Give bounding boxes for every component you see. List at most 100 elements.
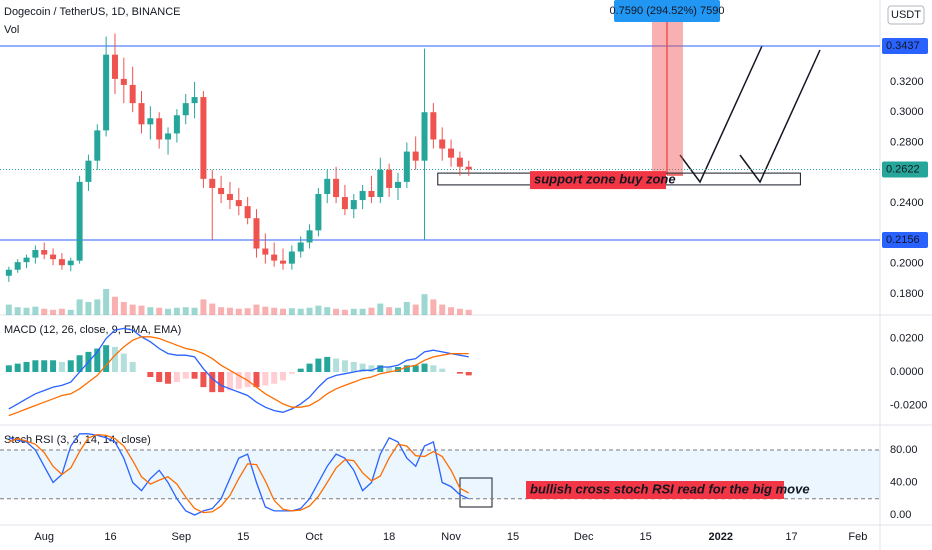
annotation-badge (526, 481, 784, 499)
x-tick-label: 15 (237, 531, 249, 543)
volume-bar (253, 304, 260, 315)
chart-title: Dogecoin / TetherUS, 1D, BINANCE (4, 6, 180, 18)
candle-body (394, 181, 401, 188)
volume-bar (165, 308, 172, 315)
candle-body (200, 97, 207, 179)
candle-body (94, 130, 101, 161)
y-tick-label: 0.0000 (890, 366, 924, 378)
candle-body (315, 193, 322, 231)
last-price-label: 0.2622 (886, 163, 920, 175)
volume-bar (244, 308, 251, 315)
volume-bar (394, 307, 401, 315)
macd-histogram-bar (244, 372, 251, 388)
target-label: 0.7590 (294.52%) 7590 (610, 5, 725, 17)
candle-body (165, 133, 172, 140)
candle-body (182, 103, 189, 116)
candle-body (456, 157, 463, 167)
candle-body (244, 206, 251, 219)
candle-body (138, 103, 145, 125)
candle-body (324, 178, 331, 194)
candle-body (297, 242, 304, 252)
target-badge (614, 0, 720, 22)
candle-body (85, 160, 92, 182)
y-tick-label: 0.2000 (890, 258, 924, 270)
projection-path (739, 49, 821, 184)
volume-bar (368, 307, 375, 315)
volume-bar (209, 303, 216, 315)
y-tick-label: -0.0200 (890, 399, 927, 411)
volume-bar (297, 308, 304, 315)
macd-histogram-bar (191, 372, 198, 379)
macd-histogram-bar (262, 372, 269, 386)
macd-histogram-bar (288, 372, 295, 374)
volume-bar (156, 307, 163, 315)
volume-bar (403, 302, 410, 315)
macd-histogram-bar (386, 366, 393, 373)
macd-histogram-bar (271, 372, 278, 384)
macd-histogram-bar (394, 366, 401, 373)
candle-body (448, 148, 455, 158)
candle-body (430, 112, 437, 140)
y-tick-label: 0.2800 (890, 136, 924, 148)
candle-body (5, 269, 12, 276)
macd-histogram-bar (165, 372, 172, 384)
macd-histogram-bar (14, 363, 21, 373)
candle-body (288, 251, 295, 264)
x-tick-label: 15 (507, 531, 519, 543)
macd-histogram-bar (147, 372, 154, 378)
macd-histogram-bar (32, 360, 39, 373)
volume-bar (14, 307, 21, 315)
x-tick-label: Oct (305, 531, 322, 543)
macd-histogram-bar (209, 372, 216, 393)
support-zone-badge (530, 171, 666, 190)
macd-histogram-bar (173, 372, 180, 383)
volume-bar (377, 303, 384, 315)
y-tick-label: 0.3200 (890, 76, 924, 88)
volume-bar (76, 299, 83, 315)
candle-body (465, 166, 472, 170)
macd-histogram-bar (5, 365, 12, 373)
volume-bar (324, 307, 331, 315)
candle-body (76, 181, 83, 261)
macd-histogram-bar (182, 372, 189, 379)
volume-bar (421, 294, 428, 315)
x-tick-label: Feb (848, 531, 867, 543)
candle-body (111, 54, 118, 79)
macd-histogram-bar (67, 360, 74, 373)
volume-bar (58, 308, 65, 315)
stoch-title: Stoch RSI (3, 3, 14, 14, close) (4, 434, 151, 446)
volume-bar (386, 307, 393, 315)
currency[interactable]: USDT (891, 9, 921, 21)
x-tick-label: Sep (172, 531, 192, 543)
macd-histogram-bar (333, 358, 340, 373)
macd-histogram-bar (341, 360, 348, 373)
volume-bar (226, 307, 233, 315)
volume-bar (288, 308, 295, 315)
drawn-arrows (679, 45, 821, 184)
volume-bar (430, 299, 437, 315)
volume-bar (94, 299, 101, 315)
macd-histogram-bar (226, 372, 233, 391)
candle-body (14, 262, 21, 270)
volume-bar (262, 306, 269, 315)
annotation-label: bullish cross stoch RSI read for the big… (530, 481, 810, 496)
volume-bar (103, 289, 110, 315)
candle-body (32, 250, 39, 258)
candle-body (173, 115, 180, 134)
volume-bar (341, 309, 348, 315)
candle-body (226, 193, 233, 201)
currency-badge[interactable] (887, 5, 925, 25)
candle-body (191, 97, 198, 104)
x-tick-label: 18 (383, 531, 395, 543)
macd-histogram-bar (359, 363, 366, 373)
candle-body (271, 254, 278, 261)
macd-histogram-bar (439, 368, 446, 373)
volume-bar (23, 307, 30, 315)
level-badge (882, 38, 928, 55)
annotation-box (459, 477, 493, 508)
volume-bar (129, 304, 136, 315)
level-label: 0.3437 (886, 40, 920, 52)
y-tick-label: 80.00 (890, 444, 918, 456)
level-label: 0.2156 (886, 234, 920, 246)
